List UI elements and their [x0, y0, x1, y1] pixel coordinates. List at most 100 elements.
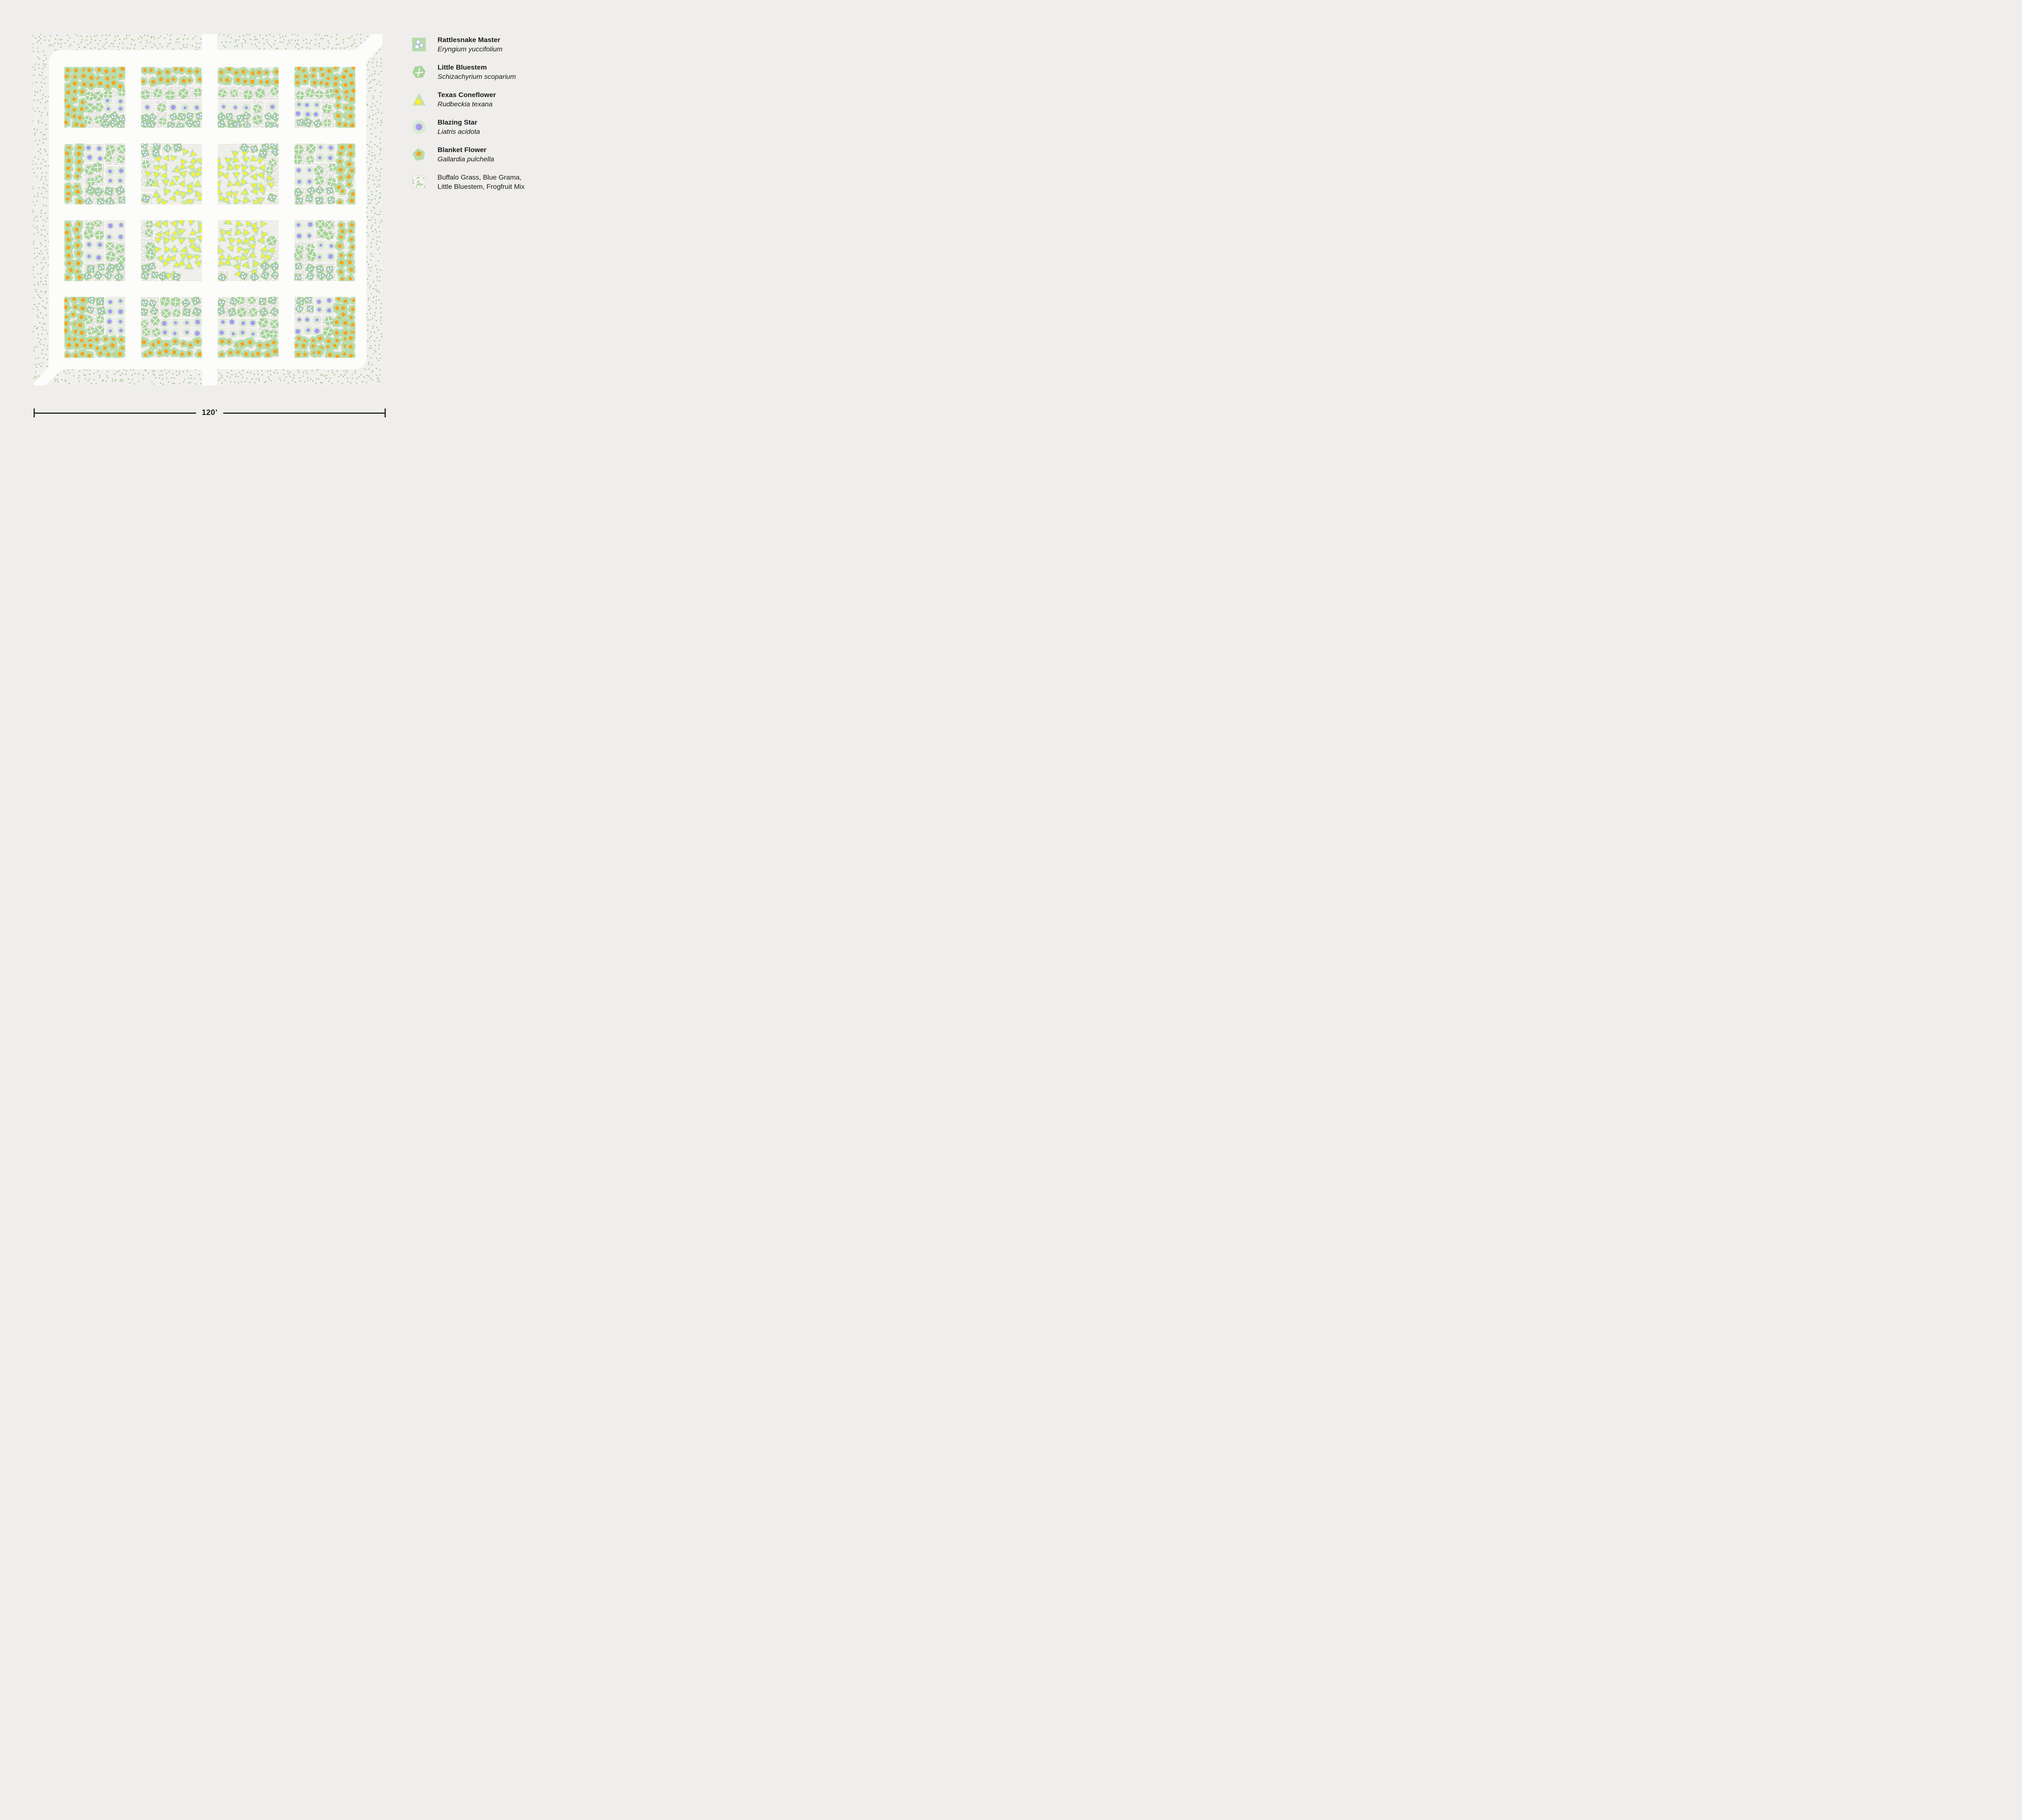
little-bluestem-glyph — [86, 221, 94, 231]
texas-coneflower-glyph — [224, 189, 233, 199]
texas-coneflower-glyph — [218, 234, 227, 242]
blazing-star-glyph — [85, 252, 93, 261]
rattlesnake-master-glyph — [296, 296, 305, 306]
texas-coneflower-glyph — [217, 245, 226, 255]
blazing-star-glyph — [116, 177, 124, 185]
rattlesnake-master-glyph — [239, 271, 248, 281]
blazing-star-glyph — [193, 104, 201, 112]
rattlesnake-master-icon — [412, 38, 426, 52]
grass-mix-icon — [412, 175, 426, 189]
blazing-star-glyph — [315, 153, 324, 162]
little-bluestem-glyph — [84, 229, 93, 240]
little-bluestem-glyph — [294, 144, 304, 154]
texas-coneflower-glyph — [153, 245, 162, 255]
blanket-flower-glyph — [195, 74, 203, 85]
blazing-star-glyph — [160, 328, 169, 337]
texas-coneflower-glyph — [192, 243, 202, 254]
texas-coneflower-glyph — [164, 245, 172, 254]
texas-coneflower-glyph — [161, 198, 169, 205]
blanket-flower-glyph — [331, 66, 341, 72]
dimension-line — [223, 412, 385, 414]
blanket-flower-glyph — [73, 258, 84, 269]
texas-coneflower-glyph — [178, 258, 186, 266]
little-bluestem-glyph — [145, 229, 153, 237]
blanket-flower-glyph — [347, 235, 356, 245]
rattlesnake-master-glyph — [106, 262, 116, 273]
rattlesnake-master-glyph — [140, 299, 148, 307]
rattlesnake-master-glyph — [268, 296, 277, 305]
blanket-flower-glyph — [64, 234, 74, 245]
plot-r2-c3 — [217, 143, 279, 205]
blanket-flower-glyph — [74, 271, 85, 282]
texas-coneflower-glyph — [241, 236, 251, 245]
blanket-flower-glyph — [64, 241, 74, 253]
blanket-flower-glyph — [348, 305, 356, 315]
rattlesnake-master-glyph — [114, 262, 125, 272]
little-bluestem-glyph — [178, 88, 188, 99]
rattlesnake-master-glyph — [313, 119, 323, 128]
texas-coneflower-glyph — [233, 164, 241, 172]
blazing-star-glyph — [117, 326, 125, 334]
texas-coneflower-glyph — [164, 254, 173, 262]
texas-coneflower-glyph — [169, 220, 179, 230]
legend-mix-line1: Buffalo Grass, Blue Grama, — [438, 173, 522, 181]
blazing-star-glyph — [294, 221, 302, 229]
blanket-flower-glyph — [254, 67, 265, 78]
blanket-flower-glyph — [309, 341, 318, 351]
blanket-flower-glyph — [64, 163, 74, 174]
texas-coneflower-glyph — [180, 245, 189, 254]
rattlesnake-master-glyph — [324, 271, 334, 281]
texas-coneflower-glyph — [226, 179, 235, 188]
blazing-star-glyph — [103, 96, 112, 105]
little-bluestem-glyph — [146, 178, 154, 187]
blanket-flower-glyph — [64, 182, 74, 192]
rattlesnake-master-glyph — [326, 266, 333, 273]
blanket-flower-glyph — [300, 77, 309, 86]
blanket-flower-glyph — [340, 296, 350, 306]
texas-coneflower-glyph — [241, 260, 250, 269]
blazing-star-glyph — [313, 326, 321, 335]
little-bluestem-glyph — [253, 104, 262, 113]
blazing-star-glyph — [118, 221, 125, 229]
little-bluestem-glyph — [253, 114, 262, 125]
blazing-star-glyph — [107, 222, 114, 230]
little-bluestem-glyph — [266, 236, 277, 245]
blanket-flower-glyph — [192, 335, 203, 347]
blanket-flower-glyph — [217, 349, 226, 358]
legend-item-blazing-star: Blazing Star Liatris acidota — [412, 118, 525, 137]
plot-r1-c2 — [140, 66, 203, 128]
little-bluestem-glyph — [323, 326, 333, 337]
seed-mix-band-top-right — [217, 34, 372, 50]
planting-plan-drawing — [33, 34, 383, 385]
little-bluestem-glyph — [172, 309, 181, 317]
texas-coneflower-glyph — [170, 154, 178, 163]
texas-coneflower-glyph — [233, 197, 242, 205]
texas-coneflower-glyph — [267, 247, 275, 256]
little-bluestem-glyph — [296, 245, 304, 253]
little-bluestem-glyph — [94, 231, 104, 240]
little-bluestem-glyph — [314, 165, 324, 176]
blazing-star-glyph — [117, 166, 126, 176]
blanket-flower-glyph — [102, 334, 111, 344]
blanket-flower-glyph — [310, 78, 320, 88]
blazing-star-glyph — [219, 318, 227, 326]
texas-coneflower-glyph — [249, 164, 258, 174]
texas-coneflower-glyph — [224, 157, 234, 166]
texas-coneflower-glyph — [256, 170, 265, 180]
blazing-star-glyph — [317, 241, 325, 250]
blanket-flower-glyph — [323, 342, 332, 351]
rattlesnake-master-glyph — [101, 112, 110, 122]
blazing-star-glyph — [313, 101, 321, 109]
texas-coneflower-glyph — [156, 197, 165, 205]
texas-coneflower-glyph — [183, 202, 187, 205]
blanket-flower-glyph — [336, 220, 345, 230]
blanket-flower-glyph — [70, 78, 81, 89]
blanket-flower-glyph — [185, 67, 195, 76]
blazing-star-glyph — [116, 104, 125, 113]
rattlesnake-master-glyph — [261, 143, 271, 152]
rattlesnake-master-glyph — [306, 186, 316, 196]
little-bluestem-glyph — [142, 160, 150, 169]
blazing-star-glyph — [95, 240, 104, 249]
blazing-star-glyph — [305, 177, 314, 186]
rattlesnake-master-glyph — [184, 118, 195, 128]
